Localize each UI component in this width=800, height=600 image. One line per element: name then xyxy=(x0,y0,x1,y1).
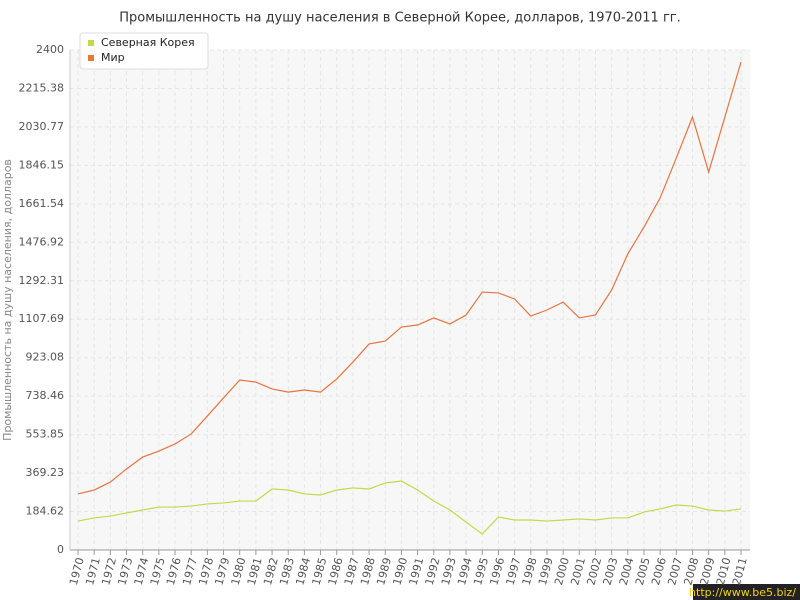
legend-box xyxy=(79,32,209,70)
y-tick-label: 1476.92 xyxy=(19,235,65,248)
y-tick-label: 738.46 xyxy=(26,389,65,402)
legend-label: Мир xyxy=(101,51,125,64)
y-tick-label: 0 xyxy=(57,543,64,556)
y-tick-label: 2400 xyxy=(36,43,64,56)
y-tick-label: 923.08 xyxy=(26,351,65,364)
y-tick-label: 553.85 xyxy=(26,428,65,441)
y-tick-label: 1846.15 xyxy=(19,158,65,171)
legend-label: Северная Корея xyxy=(101,36,195,49)
series-line xyxy=(77,480,742,535)
y-tick-label: 369.23 xyxy=(26,466,65,479)
watermark: http://www.be5.biz/ xyxy=(689,586,796,599)
legend-swatch xyxy=(88,55,94,61)
plot-area xyxy=(70,50,750,550)
y-tick-label: 1292.31 xyxy=(19,274,65,287)
y-tick-label: 2215.38 xyxy=(19,81,65,94)
y-tick-label: 184.62 xyxy=(26,505,65,518)
legend-swatch xyxy=(88,40,94,46)
chart-title: Промышленность на душу населения в Север… xyxy=(119,11,681,26)
y-tick-label: 2030.77 xyxy=(19,120,65,133)
series-line xyxy=(77,61,742,495)
watermark-box xyxy=(693,584,800,600)
y-tick-label: 1107.69 xyxy=(19,312,65,325)
y-tick-label: 1661.54 xyxy=(19,197,65,210)
y-axis-label: Промышленность на душу населения, доллар… xyxy=(1,159,14,441)
